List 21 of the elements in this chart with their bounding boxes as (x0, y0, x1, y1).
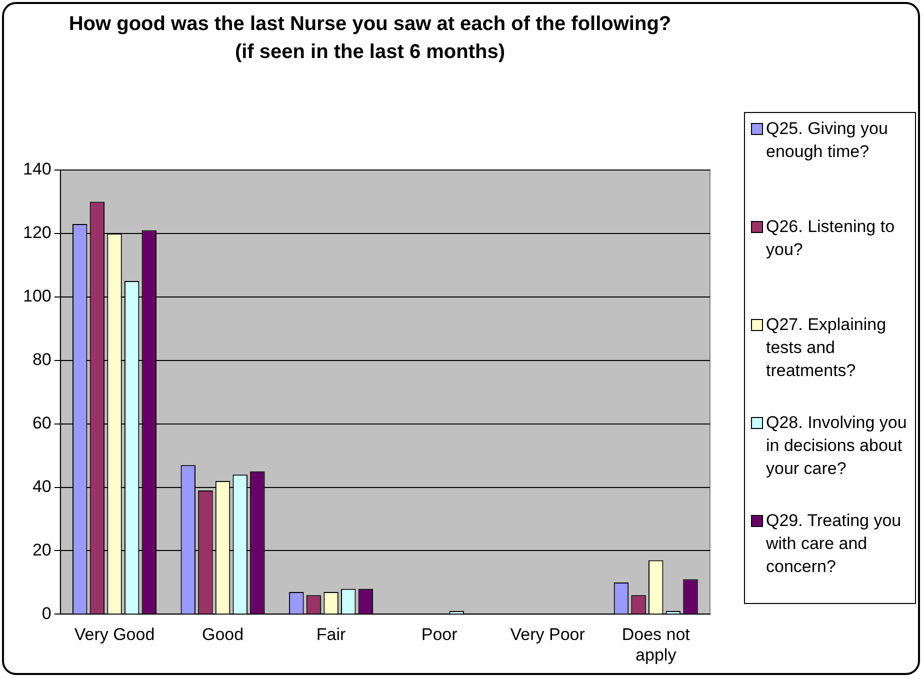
y-tick-label: 140 (22, 160, 52, 179)
x-tick-label: Very Poor (510, 625, 586, 644)
legend-label: Q25. Giving you enough time? (766, 118, 889, 163)
y-tick-label: 100 (22, 286, 52, 306)
legend-label: Q28. Involving you in decisions about your care? (766, 412, 908, 480)
legend-label: Q29. Treating you with care and concern? (766, 510, 902, 578)
chart-title: How good was the last Nurse you saw at each of the following? (68, 12, 672, 37)
y-tick-label: 40 (32, 476, 52, 496)
x-tick-label: Poor (421, 625, 458, 644)
y-tick-label: 60 (32, 414, 52, 433)
legend-label: Q27. Explaining tests and treatments? (766, 314, 888, 382)
y-tick-label: 120 (22, 223, 52, 242)
chart-subtitle: (if seen in the last 6 months) (234, 40, 506, 65)
y-tick-label: 0 (42, 604, 52, 623)
x-tick-label: Good (202, 625, 244, 644)
y-tick-label: 20 (32, 540, 52, 560)
x-tick-label: Does not apply (622, 625, 690, 664)
x-tick-label: Fair (316, 625, 346, 644)
x-tick-label: Very Good (74, 625, 155, 644)
legend-label: Q26. Listening to you? (766, 216, 896, 261)
y-tick-label: 80 (32, 350, 52, 370)
